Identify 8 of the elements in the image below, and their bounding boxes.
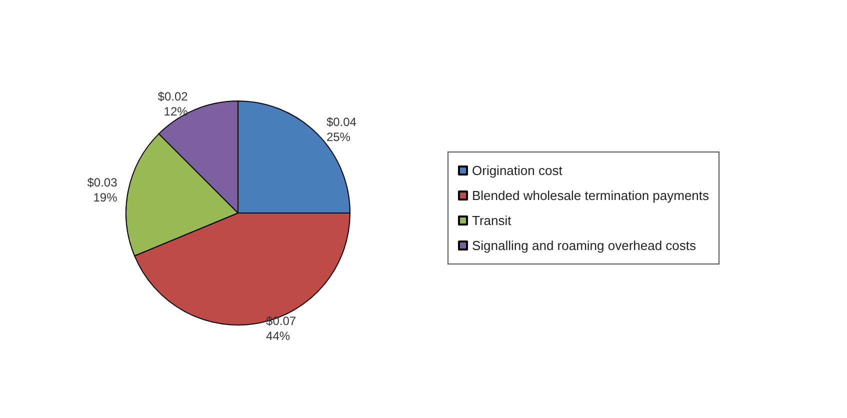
legend-label: Transit <box>472 213 512 228</box>
data-label: $0.02 12% <box>158 89 188 118</box>
legend-label: Origination cost <box>472 163 563 178</box>
legend-label: Blended wholesale termination payments <box>472 188 710 203</box>
data-label: $0.07 44% <box>266 314 296 344</box>
data-label: $0.03 19% <box>87 175 118 204</box>
data-label: $0.04 25% <box>326 115 357 144</box>
legend-label: Signalling and roaming overhead costs <box>472 238 697 253</box>
